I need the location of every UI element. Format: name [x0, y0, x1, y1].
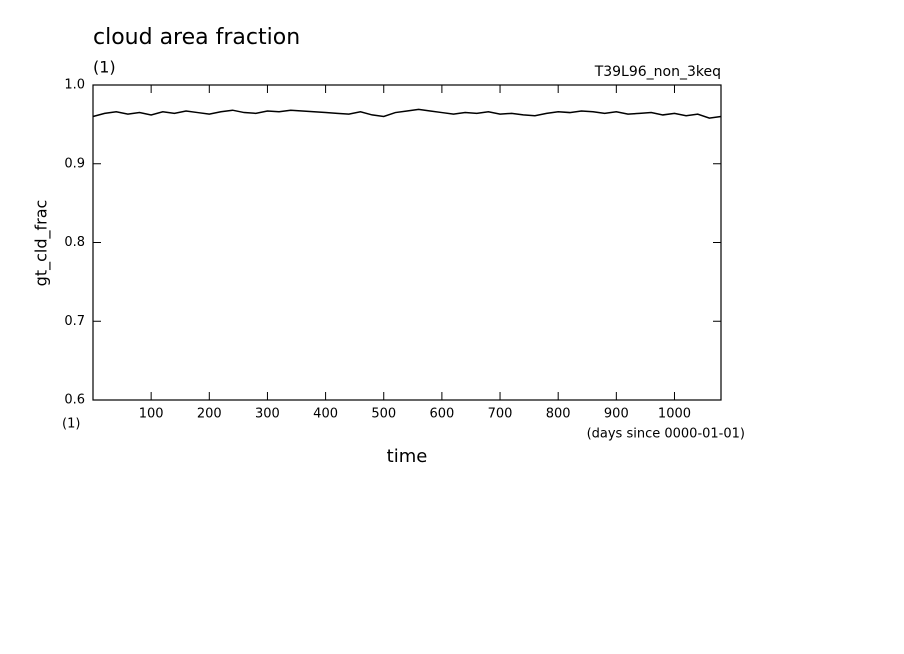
- x-tick-label: 100: [139, 407, 164, 422]
- x-axis-label: time: [387, 446, 428, 467]
- y-tick-label: 0.6: [64, 393, 85, 408]
- y-tick-label: 0.8: [64, 235, 85, 250]
- x-units: (1): [62, 417, 80, 432]
- x-tick-label: 400: [313, 407, 338, 422]
- y-axis-label: gt_cld_frac: [32, 200, 52, 287]
- y-tick-label: 0.9: [64, 156, 85, 171]
- y-tick-label: 0.7: [64, 314, 85, 329]
- x-tick-label: 800: [546, 407, 571, 422]
- data-line: [92, 108, 722, 119]
- x-tick-label: 300: [255, 407, 280, 422]
- x-tick-label: 900: [604, 407, 629, 422]
- chart-title: cloud area fraction: [93, 25, 300, 50]
- experiment-label: T39L96_non_3keq: [594, 64, 721, 80]
- x-tick-label: 500: [371, 407, 396, 422]
- y-tick-label: 1.0: [64, 78, 85, 93]
- x-tick-label: 1000: [658, 407, 691, 422]
- x-tick-label: 600: [429, 407, 454, 422]
- x-tick-label: 200: [197, 407, 222, 422]
- units: (1): [93, 58, 116, 77]
- x-tick-label: 700: [488, 407, 513, 422]
- x-since: (days since 0000-01-01): [587, 427, 745, 442]
